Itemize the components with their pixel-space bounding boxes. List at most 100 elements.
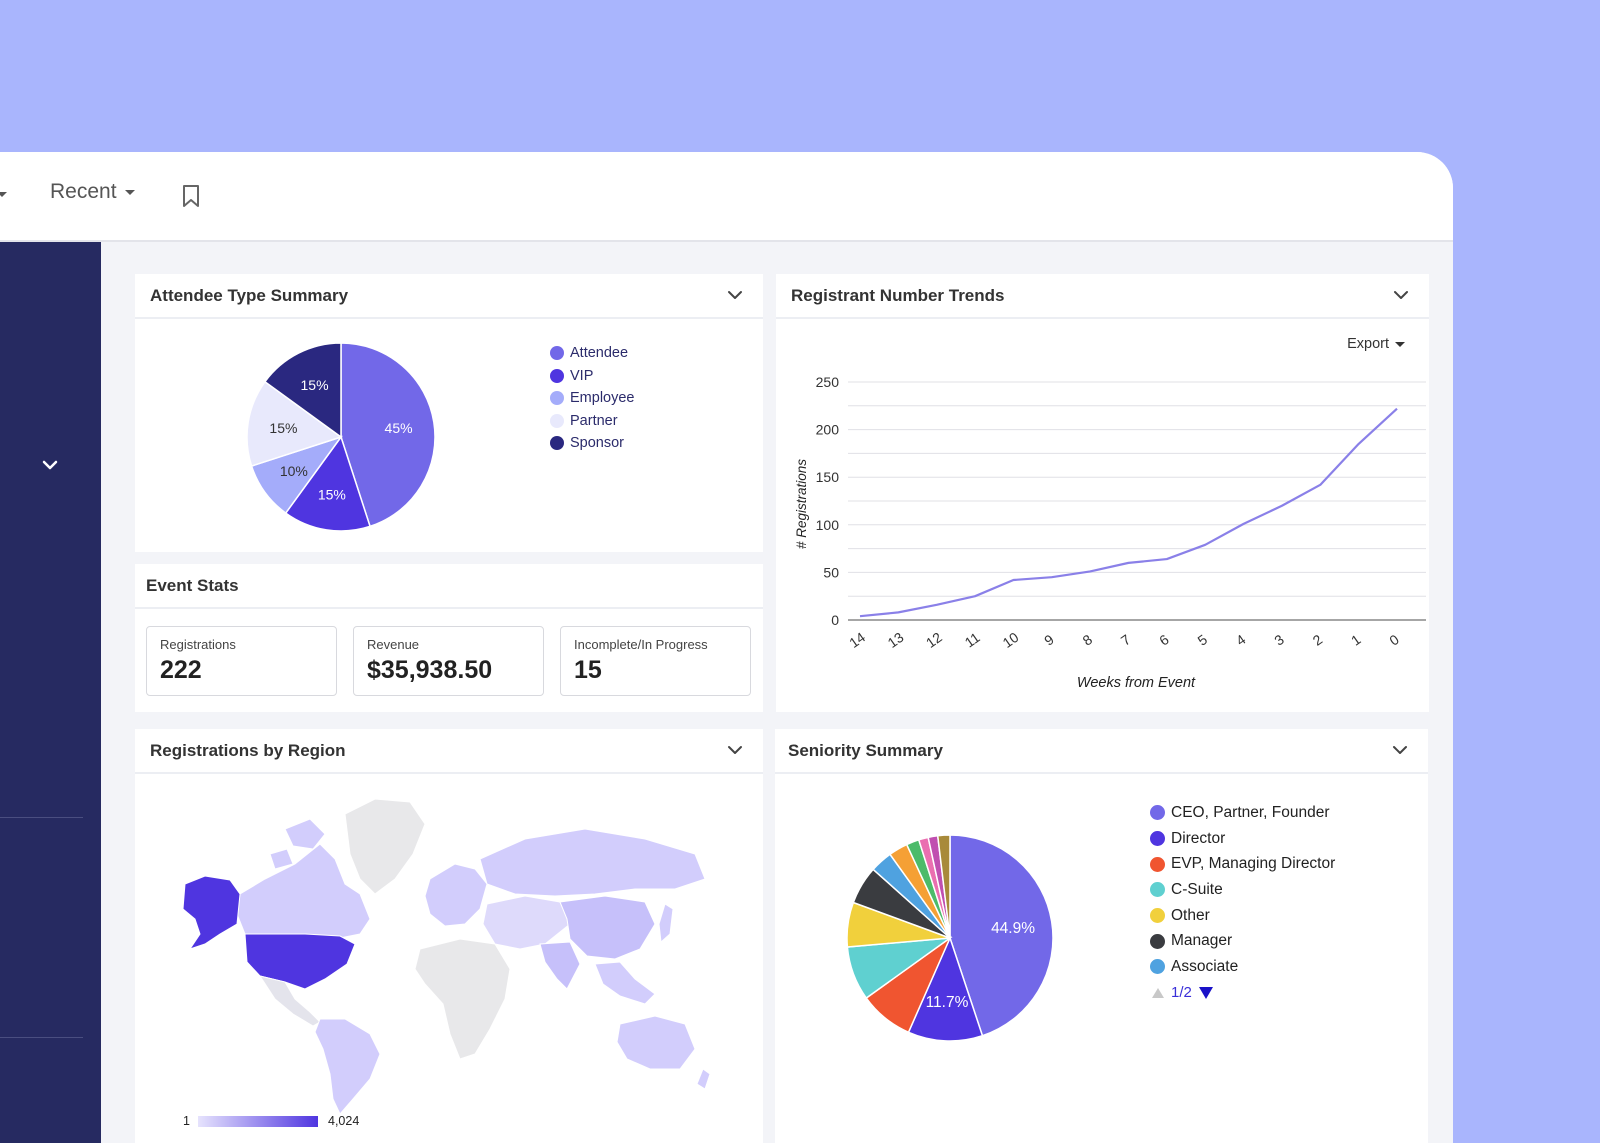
map-region-japan [658,903,674,944]
legend-item[interactable]: Other [1150,903,1335,929]
legend-item[interactable]: Partner [550,410,634,433]
scale-max-label: 4,024 [328,1114,360,1128]
panel-title: Seniority Summary [788,740,943,760]
y-tick-label: 250 [816,374,840,390]
pie-slice-label: 15% [301,377,329,393]
stat-card-registrations: Registrations 222 [146,626,337,696]
pie-slice-label: 44.9% [991,920,1035,937]
sidebar [0,242,101,1143]
legend-item[interactable]: EVP, Managing Director [1150,851,1335,877]
legend-item[interactable]: Attendee [550,342,634,365]
export-label: Export [1347,336,1389,352]
caret-down-icon [124,189,135,195]
pie-slice[interactable] [246,380,343,467]
legend-item[interactable]: Sponsor [550,432,634,455]
pie-slice[interactable] [936,834,951,939]
x-tick-label: 3 [1271,631,1287,649]
stat-value: 222 [160,656,202,684]
legend-label: Partner [570,412,618,429]
y-tick-label: 50 [823,564,839,580]
registrant-trends-panel: Registrant Number Trends Export 0 50 100 15… [776,274,1429,712]
triangle-down-icon[interactable] [1198,986,1214,1000]
legend-label: EVP, Managing Director [1171,855,1336,873]
chevron-down-icon[interactable] [1392,744,1408,756]
legend-item[interactable]: VIP [550,365,634,388]
legend-dot-icon [1150,856,1165,872]
x-tick-label: 5 [1195,631,1211,649]
stat-label: Incomplete/In Progress [574,637,708,652]
pager-label: 1/2 [1171,984,1192,1001]
pie-slice[interactable] [263,342,342,439]
chevron-down-icon[interactable] [727,744,743,756]
legend-label: VIP [570,367,594,384]
stat-card-revenue: Revenue $35,938.50 [353,626,544,696]
legend-label: C-Suite [1171,880,1223,898]
panel-header: Event Stats [135,564,763,609]
map-region-south-america [314,1018,381,1114]
legend-item[interactable]: Employee [550,387,634,410]
map-region-usa [244,933,356,990]
export-dropdown[interactable]: Export [1347,336,1405,352]
seniority-pie-chart: 44.9% 11.7% [846,834,1054,1042]
legend-item[interactable]: C-Suite [1150,877,1335,903]
app-window: Recent Attendee Type Summary 45% 15% 10% 15… [0,152,1453,1143]
legend-dot-icon [550,391,564,406]
nav-dropdown-caret-icon[interactable] [0,192,7,197]
legend-label: Employee [570,390,635,407]
pie-slice[interactable] [284,435,371,532]
panel-title: Registrant Number Trends [791,285,1005,305]
legend-label: Manager [1171,932,1233,950]
map-region-east-asia [559,895,656,960]
recent-label: Recent [50,180,117,203]
legend-dot-icon [1150,908,1165,924]
series-line[interactable] [859,407,1398,618]
pie-slice[interactable] [907,935,984,1042]
map-region-india [539,941,581,990]
map-region-australia [616,1015,696,1070]
x-tick-label: 1 [1348,631,1364,649]
y-tick-label: 0 [831,612,839,628]
legend-label: Attendee [570,345,629,362]
pie-slice[interactable] [340,342,436,528]
pie-slice-label: 15% [269,420,297,436]
x-tick-label: 13 [885,629,907,651]
world-map[interactable] [175,784,715,1114]
x-tick-label: 8 [1079,631,1095,649]
top-bar: Recent [0,152,1453,242]
legend-label: Sponsor [570,435,625,452]
pie-slice[interactable] [949,834,1054,1037]
chevron-down-icon[interactable] [727,289,743,301]
color-scale-bar [198,1116,318,1127]
map-region-canada [236,843,371,940]
legend-label: Associate [1171,957,1239,975]
x-tick-label: 11 [962,629,983,651]
y-tick-label: 200 [816,422,840,438]
x-tick-label: 9 [1041,631,1057,649]
chevron-down-icon[interactable] [40,458,60,472]
map-region-russia [479,828,706,897]
x-tick-label: 14 [846,629,868,651]
legend-item[interactable]: Associate [1150,954,1335,980]
legend-item[interactable]: CEO, Partner, Founder [1150,800,1335,826]
bookmark-icon[interactable] [182,184,200,208]
x-tick-label: 2 [1310,631,1326,649]
map-region-new-zealand [696,1068,711,1090]
legend-item[interactable]: Director [1150,826,1335,852]
attendee-pie-chart: 45% 15% 10% 15% 15% [246,342,436,532]
map-region-se-asia [594,961,656,1005]
triangle-up-icon[interactable] [1151,987,1165,999]
pie-slice-label: 11.7% [926,994,969,1011]
stat-label: Registrations [160,637,236,652]
chevron-down-icon[interactable] [1393,289,1409,301]
x-axis-label: Weeks from Event [1077,675,1196,691]
legend-item[interactable]: Manager [1150,928,1335,954]
panel-header: Attendee Type Summary [135,274,763,319]
stat-label: Revenue [367,637,420,652]
legend-dot-icon [550,436,564,451]
recent-dropdown[interactable]: Recent [50,180,135,204]
legend-dot-icon [1150,959,1165,975]
panel-title: Event Stats [146,575,239,595]
stat-card-incomplete: Incomplete/In Progress 15 [560,626,751,696]
pie-slice-label: 45% [385,420,413,436]
